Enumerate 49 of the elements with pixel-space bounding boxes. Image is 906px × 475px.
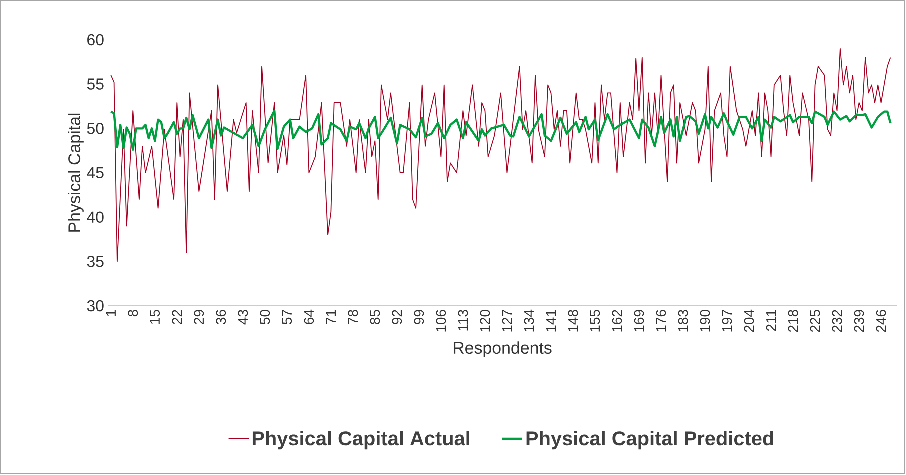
x-tick-label: 246: [876, 310, 886, 332]
x-tick-label: 127: [502, 310, 512, 332]
x-tick-label: 211: [766, 310, 776, 332]
y-axis-title: Physical Capital: [68, 114, 84, 232]
x-tick-label: 190: [700, 310, 710, 332]
x-tick-label: 225: [810, 310, 820, 332]
x-tick-label: 57: [282, 310, 292, 324]
y-tick-label: 50: [87, 123, 104, 134]
x-tick-label: 99: [414, 310, 424, 324]
x-tick-label: 141: [546, 310, 556, 332]
x-tick-label: 239: [854, 310, 864, 332]
x-tick-label: 43: [238, 310, 248, 325]
legend-label: Physical Capital Actual: [252, 431, 470, 450]
y-tick-label: 40: [87, 212, 104, 223]
x-tick-label: 106: [436, 310, 446, 332]
y-tick-label: 35: [87, 256, 104, 268]
x-tick-label: 148: [568, 310, 578, 332]
x-tick-label: 120: [480, 310, 490, 332]
x-axis-title: Respondents: [454, 342, 552, 358]
x-tick-label: 85: [370, 310, 380, 324]
x-tick-label: 169: [634, 310, 644, 332]
x-tick-label: 155: [590, 310, 600, 332]
x-tick-label: 1: [106, 310, 116, 316]
x-tick-label: 113: [458, 310, 468, 331]
x-tick-label: 22: [172, 310, 182, 324]
x-tick-label: 36: [216, 310, 226, 325]
x-tick-label: 92: [392, 310, 402, 324]
line-series: [110, 110, 892, 152]
x-tick-label: 176: [656, 310, 666, 332]
y-tick-label: 45: [87, 167, 104, 179]
x-tick-label: 218: [788, 310, 798, 332]
x-tick-label: 197: [722, 310, 732, 332]
x-tick-label: 78: [348, 310, 358, 324]
x-tick-label: 204: [744, 310, 754, 332]
y-tick-label: 60: [88, 34, 104, 46]
x-tick-label: 64: [304, 310, 314, 324]
legend-label: Physical Capital Predicted: [526, 431, 774, 450]
x-tick-label: 50: [260, 310, 270, 324]
x-tick-label: 71: [326, 310, 336, 324]
x-tick-label: 15: [150, 310, 160, 324]
line-series: [110, 48, 892, 262]
x-tick-label: 8: [128, 310, 138, 317]
x-tick-label: 183: [678, 310, 688, 332]
x-tick-label: 162: [612, 310, 622, 332]
y-tick-label: 55: [87, 78, 104, 90]
x-tick-label: 232: [832, 310, 842, 332]
y-tick-label: 30: [87, 300, 104, 312]
x-tick-label: 134: [524, 310, 534, 332]
x-tick-label: 29: [194, 310, 204, 324]
